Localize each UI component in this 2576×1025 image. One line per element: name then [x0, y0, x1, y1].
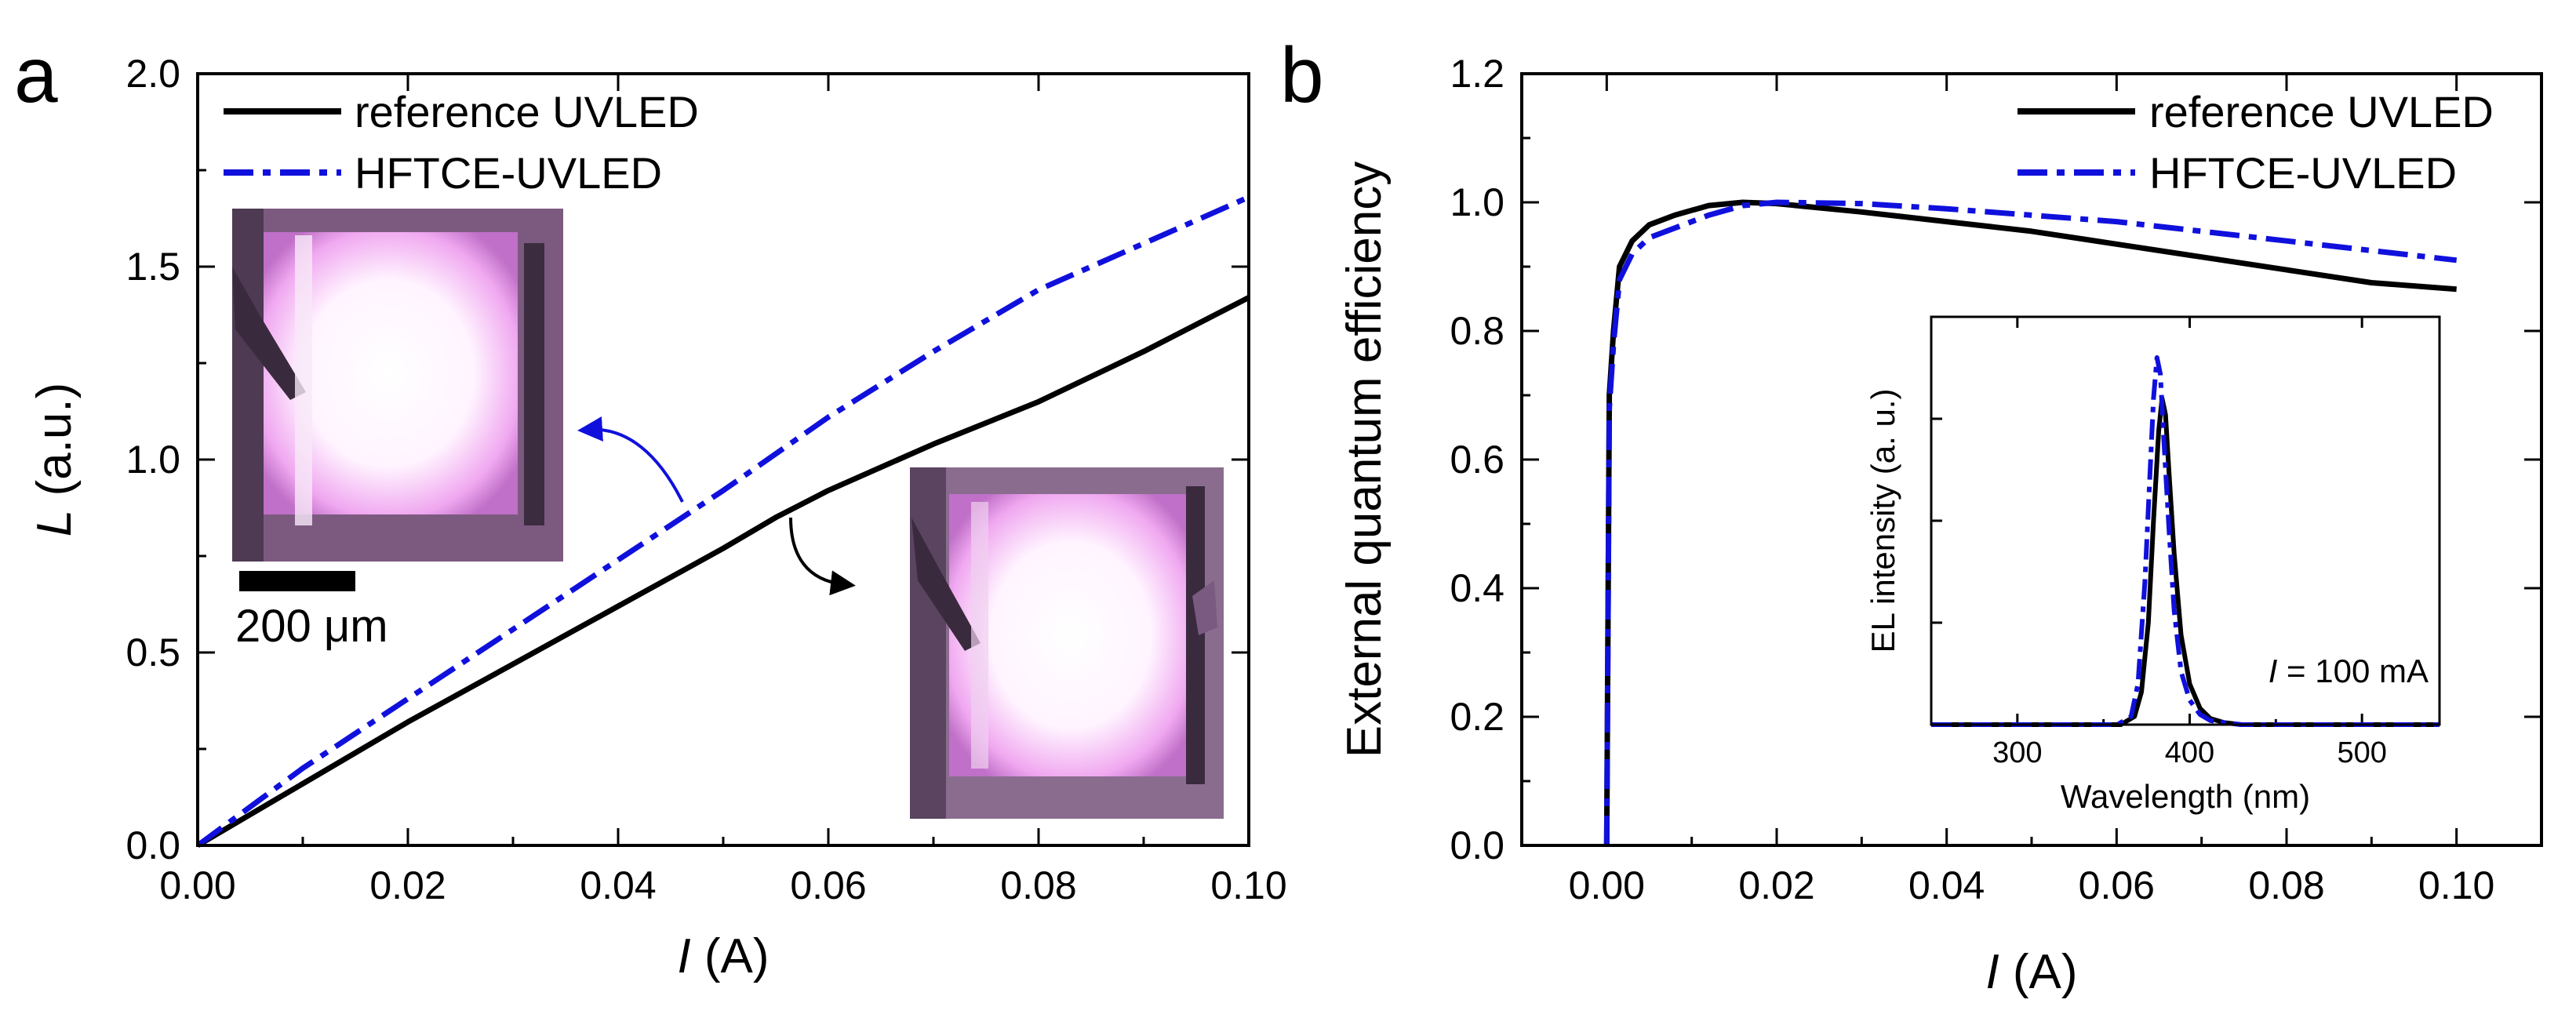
panel-a-letter: a: [14, 31, 58, 119]
x-tick-label: 0.06: [2079, 863, 2155, 907]
y-tick-label: 2.0: [126, 52, 180, 96]
panel-a-plot-frame: [196, 72, 1250, 847]
series-line-hftce-uvled: [1603, 199, 2458, 846]
y-tick-label: 0.6: [1450, 438, 1504, 482]
x-tick-label: 0.10: [2418, 863, 2494, 907]
panel-a-ylabel: L (a.u.): [27, 383, 82, 536]
panel-b-ticks: 0.00 0.02 0.04 0.06 0.08 0.10 0.0 0.2 0.4 0.6 0.8 1…: [1450, 52, 2541, 907]
scale-bar: [239, 571, 355, 591]
legend-a-label-reference: reference UVLED: [355, 87, 699, 136]
y-tick-label: 0.8: [1450, 309, 1504, 353]
x-tick-label: 0.08: [2248, 863, 2324, 907]
inset-ylabel: EL intensity (a. u.): [1865, 389, 1901, 653]
legend-a-label-hftce: HFTCE-UVLED: [355, 148, 662, 198]
y-tick-label: 0.5: [126, 631, 180, 674]
x-tick-label: 500: [2337, 736, 2386, 769]
panel-b-ylabel: External quantum efficiency: [1337, 162, 1392, 758]
series-line-hftce-uvled: [1931, 355, 2440, 727]
y-tick-label: 1.5: [126, 245, 180, 289]
arrow-to-hftce-photo: [577, 416, 684, 503]
inset-ticks: 300 400 500: [1931, 317, 2387, 769]
y-tick-label: 0.0: [1450, 823, 1504, 867]
inset-series: [1931, 355, 2440, 727]
x-tick-label: 0.02: [369, 863, 446, 907]
x-tick-label: 0.00: [159, 863, 235, 907]
x-tick-label: 400: [2165, 736, 2214, 769]
panel-b: b 0.00 0.02 0.04 0.06 0.08 0.100.00.20.40.60.…: [1280, 31, 2543, 999]
y-tick-label: 1.0: [1450, 180, 1504, 224]
x-tick-label: 0.08: [1000, 863, 1076, 907]
x-tick-label: 300: [1992, 736, 2042, 769]
x-tick-label: 0.10: [1210, 863, 1286, 907]
x-tick-label: 0.04: [1908, 863, 1985, 907]
arrow-to-reference-photo: [789, 517, 856, 596]
series-line-hftce-uvled: [195, 194, 1250, 848]
legend-b-label-reference: reference UVLED: [2149, 87, 2494, 136]
panel-b-letter: b: [1280, 31, 1324, 119]
x-tick-label: 0.06: [790, 863, 866, 907]
y-tick-label: 0.2: [1450, 695, 1504, 739]
x-tick-label: 0.02: [1738, 863, 1814, 907]
panel-a-ticks: 0.00 0.02 0.04 0.06 0.08 0.10 0.0 0.5 1.0 1.5 2.0: [126, 52, 1286, 907]
panel-b-series: [1603, 199, 2458, 846]
y-tick-label: 0.0: [126, 823, 180, 867]
panel-b-xlabel: I (A): [1985, 945, 2077, 999]
series-line-reference-uvled: [196, 295, 1250, 849]
led-photo-hftce: [232, 209, 563, 562]
y-tick-label: 1.0: [126, 438, 180, 482]
panel-a-legend: reference UVLED HFTCE-UVLED: [224, 87, 699, 198]
led-photo-reference: [910, 467, 1224, 819]
inset-annotation: I = 100 mA: [2269, 652, 2429, 689]
panel-a-series: [195, 194, 1250, 849]
panel-b-legend: reference UVLED HFTCE-UVLED: [2018, 87, 2494, 198]
x-tick-label: 0.00: [1569, 863, 1645, 907]
panel-a-xlabel: I (A): [677, 929, 769, 983]
scale-bar-label: 200 μm: [235, 601, 388, 652]
inset-plot-frame: [1930, 315, 2441, 726]
y-tick-label: 1.2: [1450, 52, 1504, 96]
legend-b-label-hftce: HFTCE-UVLED: [2149, 148, 2457, 198]
x-tick-label: 0.04: [580, 863, 656, 907]
inset-xlabel: Wavelength (nm): [2061, 778, 2310, 815]
panel-a: a 0.00 0.02 0.04 0.06 0.08 0.10 0.0 0.5 1.0 1.5 2.…: [14, 31, 1287, 983]
panel-b-inset: 300 400 500 EL intensity (a. u.) Wavelengt…: [1865, 315, 2441, 815]
y-tick-label: 0.4: [1450, 566, 1504, 610]
panel-b-plot-frame: [1520, 72, 2543, 847]
